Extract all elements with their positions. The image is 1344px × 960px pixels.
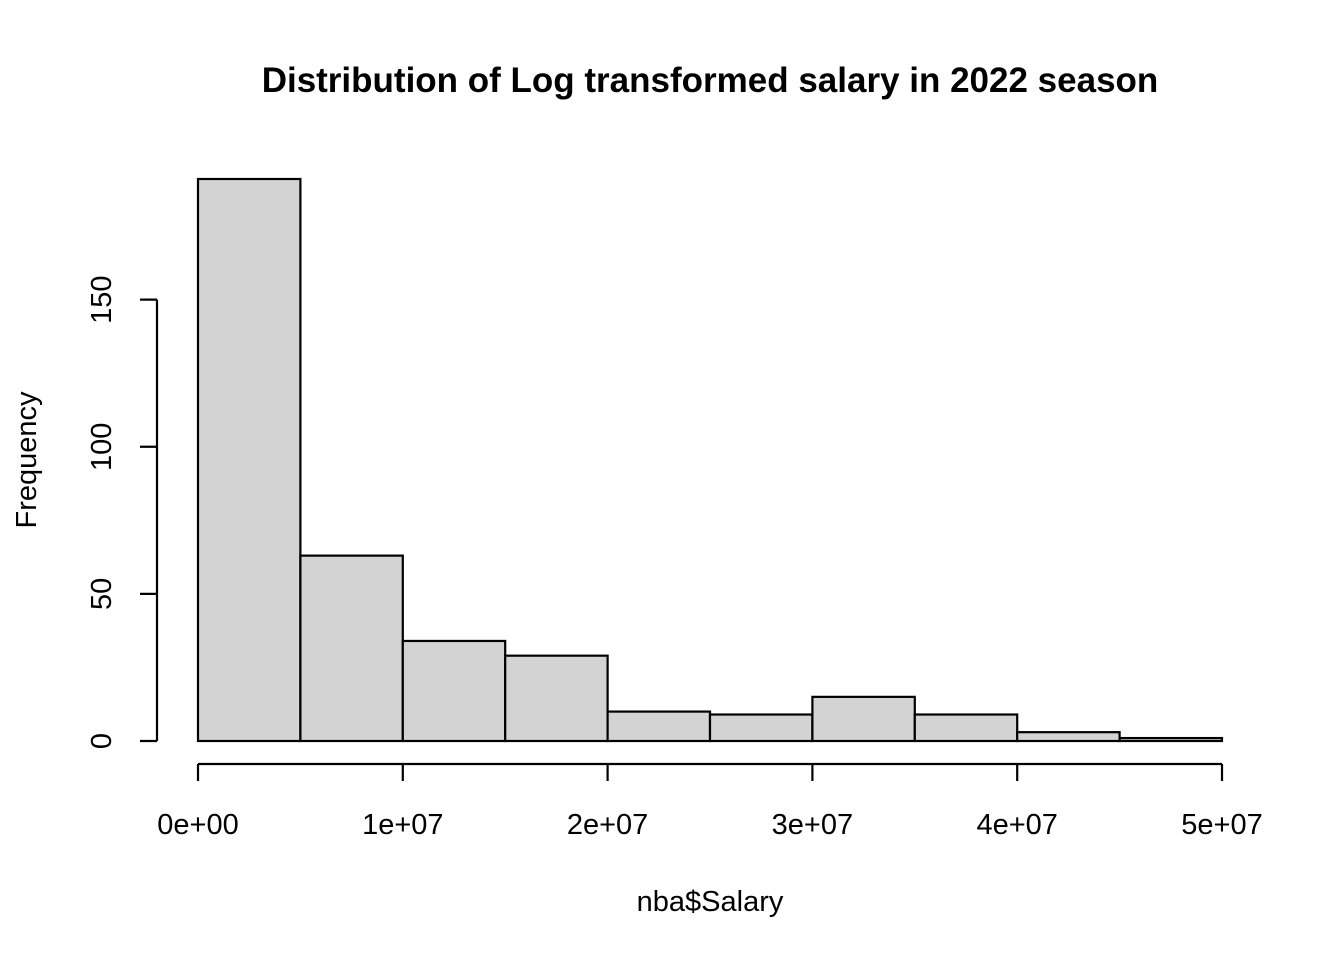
histogram-bar-7 <box>811 695 916 743</box>
x-tick-label-2: 1e+07 <box>362 809 443 841</box>
y-tick-label-4: 150 <box>86 275 118 323</box>
histogram-bar-4 <box>504 654 609 743</box>
x-axis: 0e+00 1e+07 2e+07 3e+07 4e+07 5e+07 <box>157 762 1263 841</box>
histogram-bar-5 <box>606 710 712 743</box>
histogram-bar-10 <box>1118 736 1224 743</box>
chart-title: Distribution of Log transformed salary i… <box>262 61 1159 100</box>
x-tick-label-5: 4e+07 <box>976 809 1057 841</box>
x-axis-label: nba$Salary <box>637 886 784 918</box>
bars-group <box>196 177 1224 743</box>
histogram-bar-8 <box>913 713 1019 743</box>
histogram-bar-9 <box>1016 731 1121 743</box>
histogram-bar-3 <box>401 639 507 743</box>
y-axis: 0 50 100 150 <box>86 275 159 749</box>
x-tick-label-6: 5e+07 <box>1181 809 1262 841</box>
y-tick-label-3: 100 <box>86 423 118 471</box>
histogram-bar-1 <box>196 177 302 743</box>
y-tick-label-1: 0 <box>86 733 118 749</box>
y-axis-label: Frequency <box>11 391 43 529</box>
x-tick-label-3: 2e+07 <box>567 809 648 841</box>
x-tick-label-1: 0e+00 <box>157 809 238 841</box>
y-tick-label-2: 50 <box>86 578 118 610</box>
histogram-bar-2 <box>299 554 404 743</box>
x-tick-label-4: 3e+07 <box>772 809 853 841</box>
histogram-bar-6 <box>708 713 814 743</box>
